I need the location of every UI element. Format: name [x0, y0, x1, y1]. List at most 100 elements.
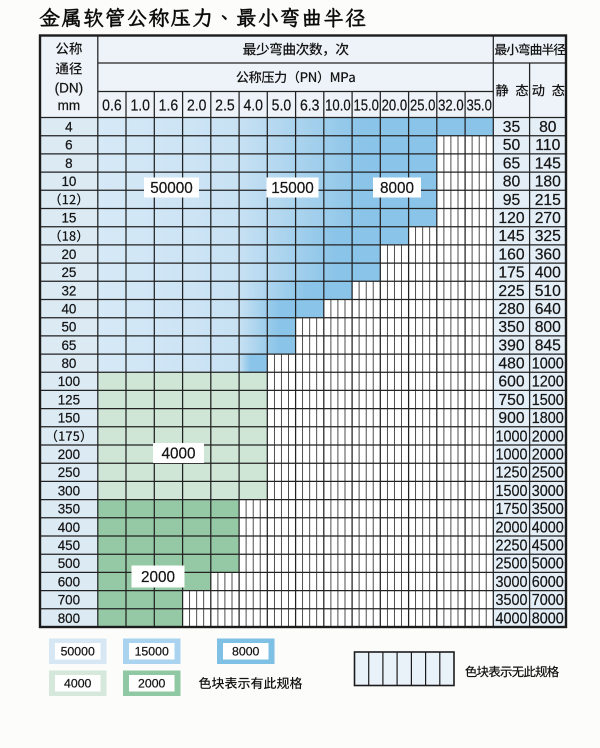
svg-text:6000: 6000: [532, 574, 564, 591]
svg-text:8: 8: [65, 156, 72, 171]
svg-text:10: 10: [61, 174, 76, 189]
svg-text:40: 40: [61, 302, 76, 317]
svg-text:50: 50: [61, 320, 76, 335]
svg-text:1000: 1000: [496, 447, 528, 464]
svg-text:6: 6: [65, 138, 72, 153]
svg-text:(DN): (DN): [55, 81, 84, 96]
svg-text:145: 145: [498, 228, 524, 245]
svg-text:350: 350: [58, 502, 80, 517]
svg-text:1200: 1200: [532, 374, 564, 391]
svg-text:480: 480: [498, 356, 524, 373]
svg-text:350: 350: [498, 319, 524, 336]
svg-text:25: 25: [61, 265, 76, 280]
svg-text:3000: 3000: [532, 483, 564, 500]
svg-text:200: 200: [58, 447, 80, 462]
svg-text:2500: 2500: [532, 465, 564, 482]
svg-text:15000: 15000: [271, 180, 314, 197]
svg-text:510: 510: [535, 283, 561, 300]
svg-text:1750: 1750: [496, 501, 528, 518]
svg-text:5.0: 5.0: [272, 97, 292, 114]
svg-text:3500: 3500: [496, 592, 528, 609]
svg-text:250: 250: [58, 465, 80, 480]
svg-text:640: 640: [535, 301, 561, 318]
svg-text:35.0: 35.0: [466, 97, 492, 114]
svg-text:100: 100: [58, 374, 80, 389]
svg-text:80: 80: [61, 356, 76, 371]
svg-text:15000: 15000: [135, 645, 169, 659]
svg-text:175: 175: [498, 265, 524, 282]
svg-text:65: 65: [61, 338, 76, 353]
svg-text:2000: 2000: [532, 428, 564, 445]
svg-text:4000: 4000: [161, 445, 195, 462]
svg-text:35: 35: [503, 119, 521, 136]
svg-text:120: 120: [498, 210, 524, 227]
svg-text:80: 80: [539, 119, 557, 136]
svg-text:5000: 5000: [532, 556, 564, 573]
svg-text:2250: 2250: [496, 538, 528, 555]
svg-text:8000: 8000: [532, 610, 564, 627]
svg-text:800: 800: [58, 611, 80, 626]
svg-text:1250: 1250: [496, 465, 528, 482]
svg-text:20.0: 20.0: [382, 97, 408, 114]
svg-text:390: 390: [498, 337, 524, 354]
svg-text:800: 800: [535, 319, 561, 336]
svg-text:1500: 1500: [496, 483, 528, 500]
svg-text:150: 150: [58, 411, 80, 426]
svg-text:180: 180: [535, 174, 561, 191]
svg-text:2000: 2000: [532, 447, 564, 464]
svg-text:4000: 4000: [532, 519, 564, 536]
svg-text:4.0: 4.0: [243, 97, 263, 114]
svg-text:25.0: 25.0: [410, 97, 436, 114]
svg-text:32: 32: [61, 283, 76, 298]
svg-text:4: 4: [65, 120, 73, 135]
svg-text:4500: 4500: [532, 538, 564, 555]
svg-text:215: 215: [535, 192, 561, 209]
svg-text:300: 300: [58, 483, 80, 498]
svg-text:15: 15: [61, 211, 76, 226]
svg-text:3500: 3500: [532, 501, 564, 518]
svg-text:2000: 2000: [138, 677, 166, 691]
svg-text:1000: 1000: [496, 428, 528, 445]
svg-text:125: 125: [58, 392, 80, 407]
svg-text:8000: 8000: [232, 645, 260, 659]
svg-text:225: 225: [498, 283, 524, 300]
svg-text:95: 95: [503, 192, 521, 209]
svg-text:325: 325: [535, 228, 561, 245]
svg-text:1.0: 1.0: [130, 97, 150, 114]
svg-text:mm: mm: [58, 98, 81, 113]
svg-text:1800: 1800: [532, 410, 564, 427]
svg-text:10.0: 10.0: [325, 97, 351, 114]
svg-text:900: 900: [498, 410, 524, 427]
svg-text:80: 80: [503, 174, 521, 191]
svg-text:400: 400: [535, 265, 561, 282]
svg-text:2.5: 2.5: [215, 97, 235, 114]
svg-text:2500: 2500: [496, 556, 528, 573]
svg-text:6.3: 6.3: [300, 97, 320, 114]
svg-text:845: 845: [535, 337, 561, 354]
svg-text:500: 500: [58, 556, 80, 571]
svg-text:7000: 7000: [532, 592, 564, 609]
svg-text:2000: 2000: [141, 569, 175, 586]
svg-text:400: 400: [58, 520, 80, 535]
svg-text:2.0: 2.0: [187, 97, 207, 114]
svg-text:65: 65: [503, 155, 521, 172]
svg-text:1500: 1500: [532, 392, 564, 409]
svg-text:50000: 50000: [150, 180, 193, 197]
svg-text:4000: 4000: [496, 610, 528, 627]
svg-text:360: 360: [535, 246, 561, 263]
svg-text:700: 700: [58, 593, 80, 608]
svg-text:110: 110: [535, 137, 560, 154]
svg-text:600: 600: [498, 374, 524, 391]
svg-text:50000: 50000: [61, 645, 95, 659]
svg-text:160: 160: [498, 246, 524, 263]
svg-text:600: 600: [58, 574, 80, 589]
svg-text:280: 280: [498, 301, 524, 318]
svg-text:750: 750: [498, 392, 524, 409]
svg-text:1000: 1000: [532, 356, 564, 373]
svg-text:0.6: 0.6: [102, 97, 122, 114]
svg-text:8000: 8000: [380, 180, 414, 197]
svg-text:450: 450: [58, 538, 80, 553]
svg-text:4000: 4000: [64, 677, 92, 691]
svg-text:3000: 3000: [496, 574, 528, 591]
svg-text:50: 50: [503, 137, 521, 154]
